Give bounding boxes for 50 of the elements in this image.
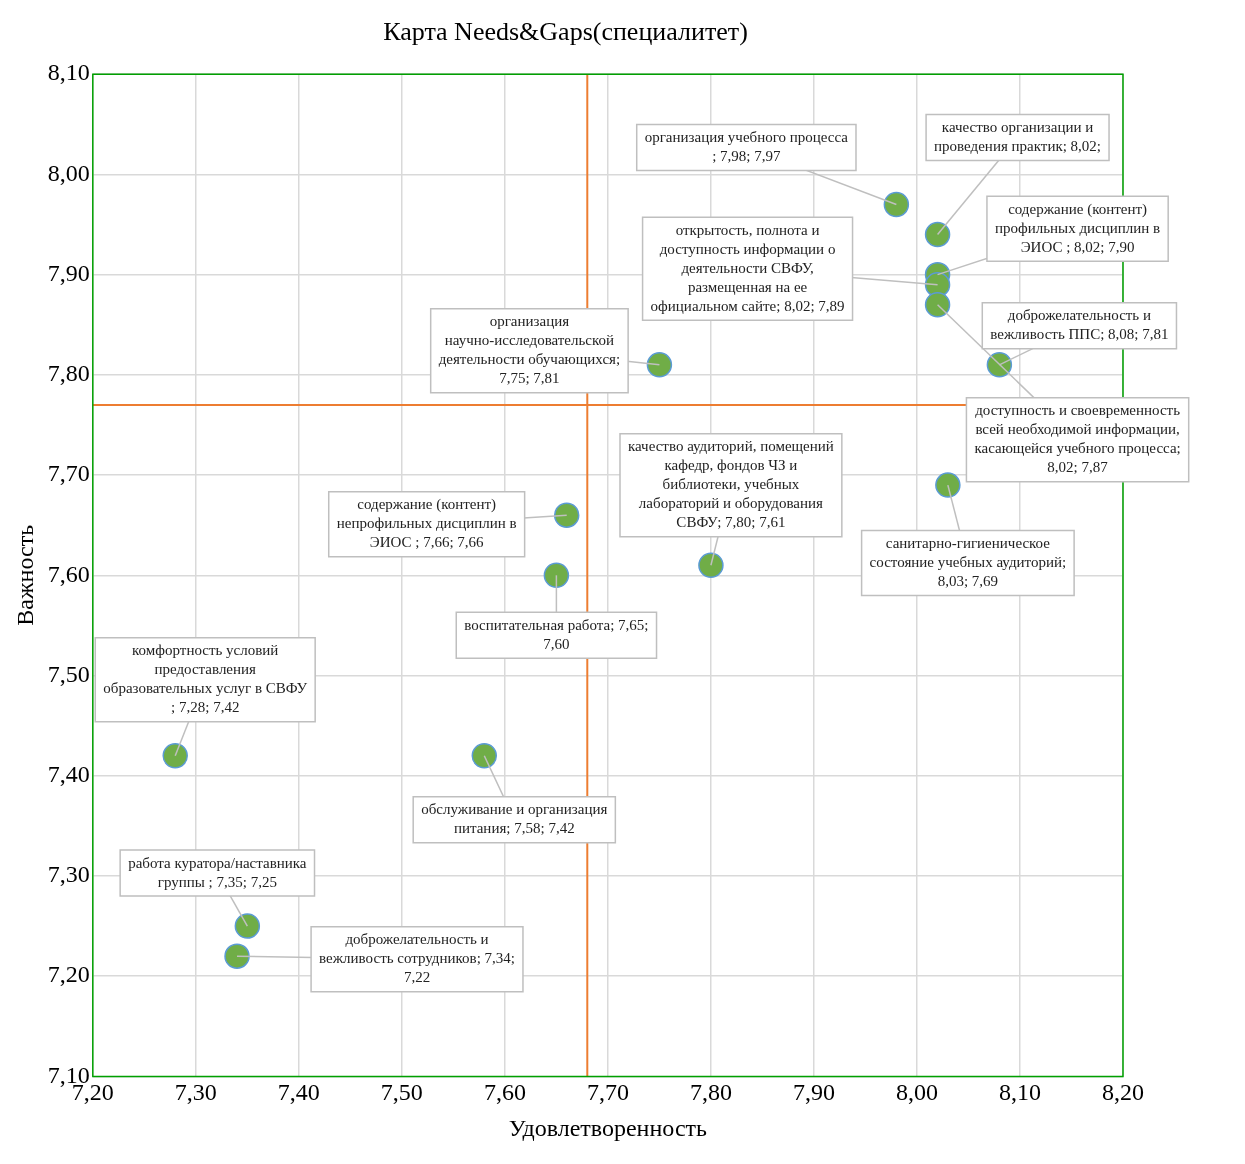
y-tick-label: 7,90 xyxy=(47,259,90,286)
data-label: обслуживание и организация питания; 7,58; 7,42 xyxy=(421,801,608,837)
data-label: доброжелательность и вежливость ППС; 8,08; 7,81 xyxy=(990,307,1169,343)
y-tick-label: 7,30 xyxy=(47,861,90,888)
data-label: качество аудиторий, помещений кафедр, фондов ЧЗ и библиотеки, учебных лабораторий и оборудования СВФУ; 7,80; 7,61 xyxy=(628,438,834,531)
chart-title: Карта Needs&Gaps(специалитет) xyxy=(383,17,748,47)
x-axis-title: Удовлетворенность xyxy=(508,1114,708,1141)
x-tick-label: 7,70 xyxy=(586,1079,629,1106)
y-tick-label: 7,20 xyxy=(47,961,90,988)
x-tick-label: 7,30 xyxy=(174,1079,217,1106)
data-label: воспитательная работа; 7,65; 7,60 xyxy=(464,616,649,652)
data-label: доброжелательность и вежливость сотрудников; 7,34; 7,22 xyxy=(319,931,515,986)
y-tick-label: 7,60 xyxy=(47,560,90,587)
data-label: открытость, полнота и доступность информации о деятельности СВФУ, размещенная на ее официальном сайте; 8,02; 7,89 xyxy=(650,221,845,314)
point xyxy=(162,742,188,769)
y-tick-label: 8,10 xyxy=(47,59,90,86)
data-label: доступность и своевременность всей необходимой информации, касающейся учебного процесса; 8,02; 7,87 xyxy=(974,402,1181,476)
data-label: санитарно-гигиеническое состояние учебных аудиторий; 8,03; 7,69 xyxy=(869,535,1067,590)
point xyxy=(224,943,250,969)
point xyxy=(553,502,580,528)
point xyxy=(234,913,261,939)
point xyxy=(935,472,961,498)
point xyxy=(646,352,673,378)
x-tick-label: 7,80 xyxy=(689,1079,732,1106)
point xyxy=(924,221,951,248)
y-tick-label: 7,70 xyxy=(47,460,90,487)
annotation: качество организации и проведения практик; 8,02; xyxy=(934,118,1102,154)
y-tick-label: 7,50 xyxy=(47,660,90,687)
x-tick-label: 8,20 xyxy=(1102,1079,1144,1106)
point xyxy=(698,552,724,579)
y-tick-label: 8,00 xyxy=(47,159,90,186)
y-tick-label: 7,80 xyxy=(47,360,90,387)
data-label: комфортность условий предоставления образовательных услуг в СВФУ ; 7,28; 7,42 xyxy=(103,642,308,716)
y-tick-label: 7,40 xyxy=(47,761,90,788)
data-label: организация научно-исследовательской деятельности обучающихся; 7,75; 7,81 xyxy=(438,313,621,387)
data-label: организация учебного процесса ; 7,98; 7,97 xyxy=(644,128,849,164)
data-label: содержание (контент) непрофильных дисциплин в ЭИОС ; 7,66; 7,66 xyxy=(336,496,517,551)
x-tick-label: 8,00 xyxy=(895,1079,938,1106)
data-label: содержание (контент) профильных дисциплин в ЭИОС ; 8,02; 7,90 xyxy=(994,200,1161,255)
x-tick-label: 7,60 xyxy=(483,1079,526,1106)
point xyxy=(543,562,570,589)
data-label: работа куратора/наставника группы ; 7,35; 7,25 xyxy=(128,854,307,890)
x-tick-label: 7,90 xyxy=(792,1079,835,1106)
x-tick-label: 7,50 xyxy=(380,1079,423,1106)
point xyxy=(471,742,498,769)
x-tick-label: 7,40 xyxy=(277,1079,320,1106)
y-axis-title: Важность xyxy=(11,524,38,626)
point xyxy=(924,291,951,318)
point xyxy=(883,191,910,218)
x-tick-label: 8,10 xyxy=(998,1079,1041,1106)
